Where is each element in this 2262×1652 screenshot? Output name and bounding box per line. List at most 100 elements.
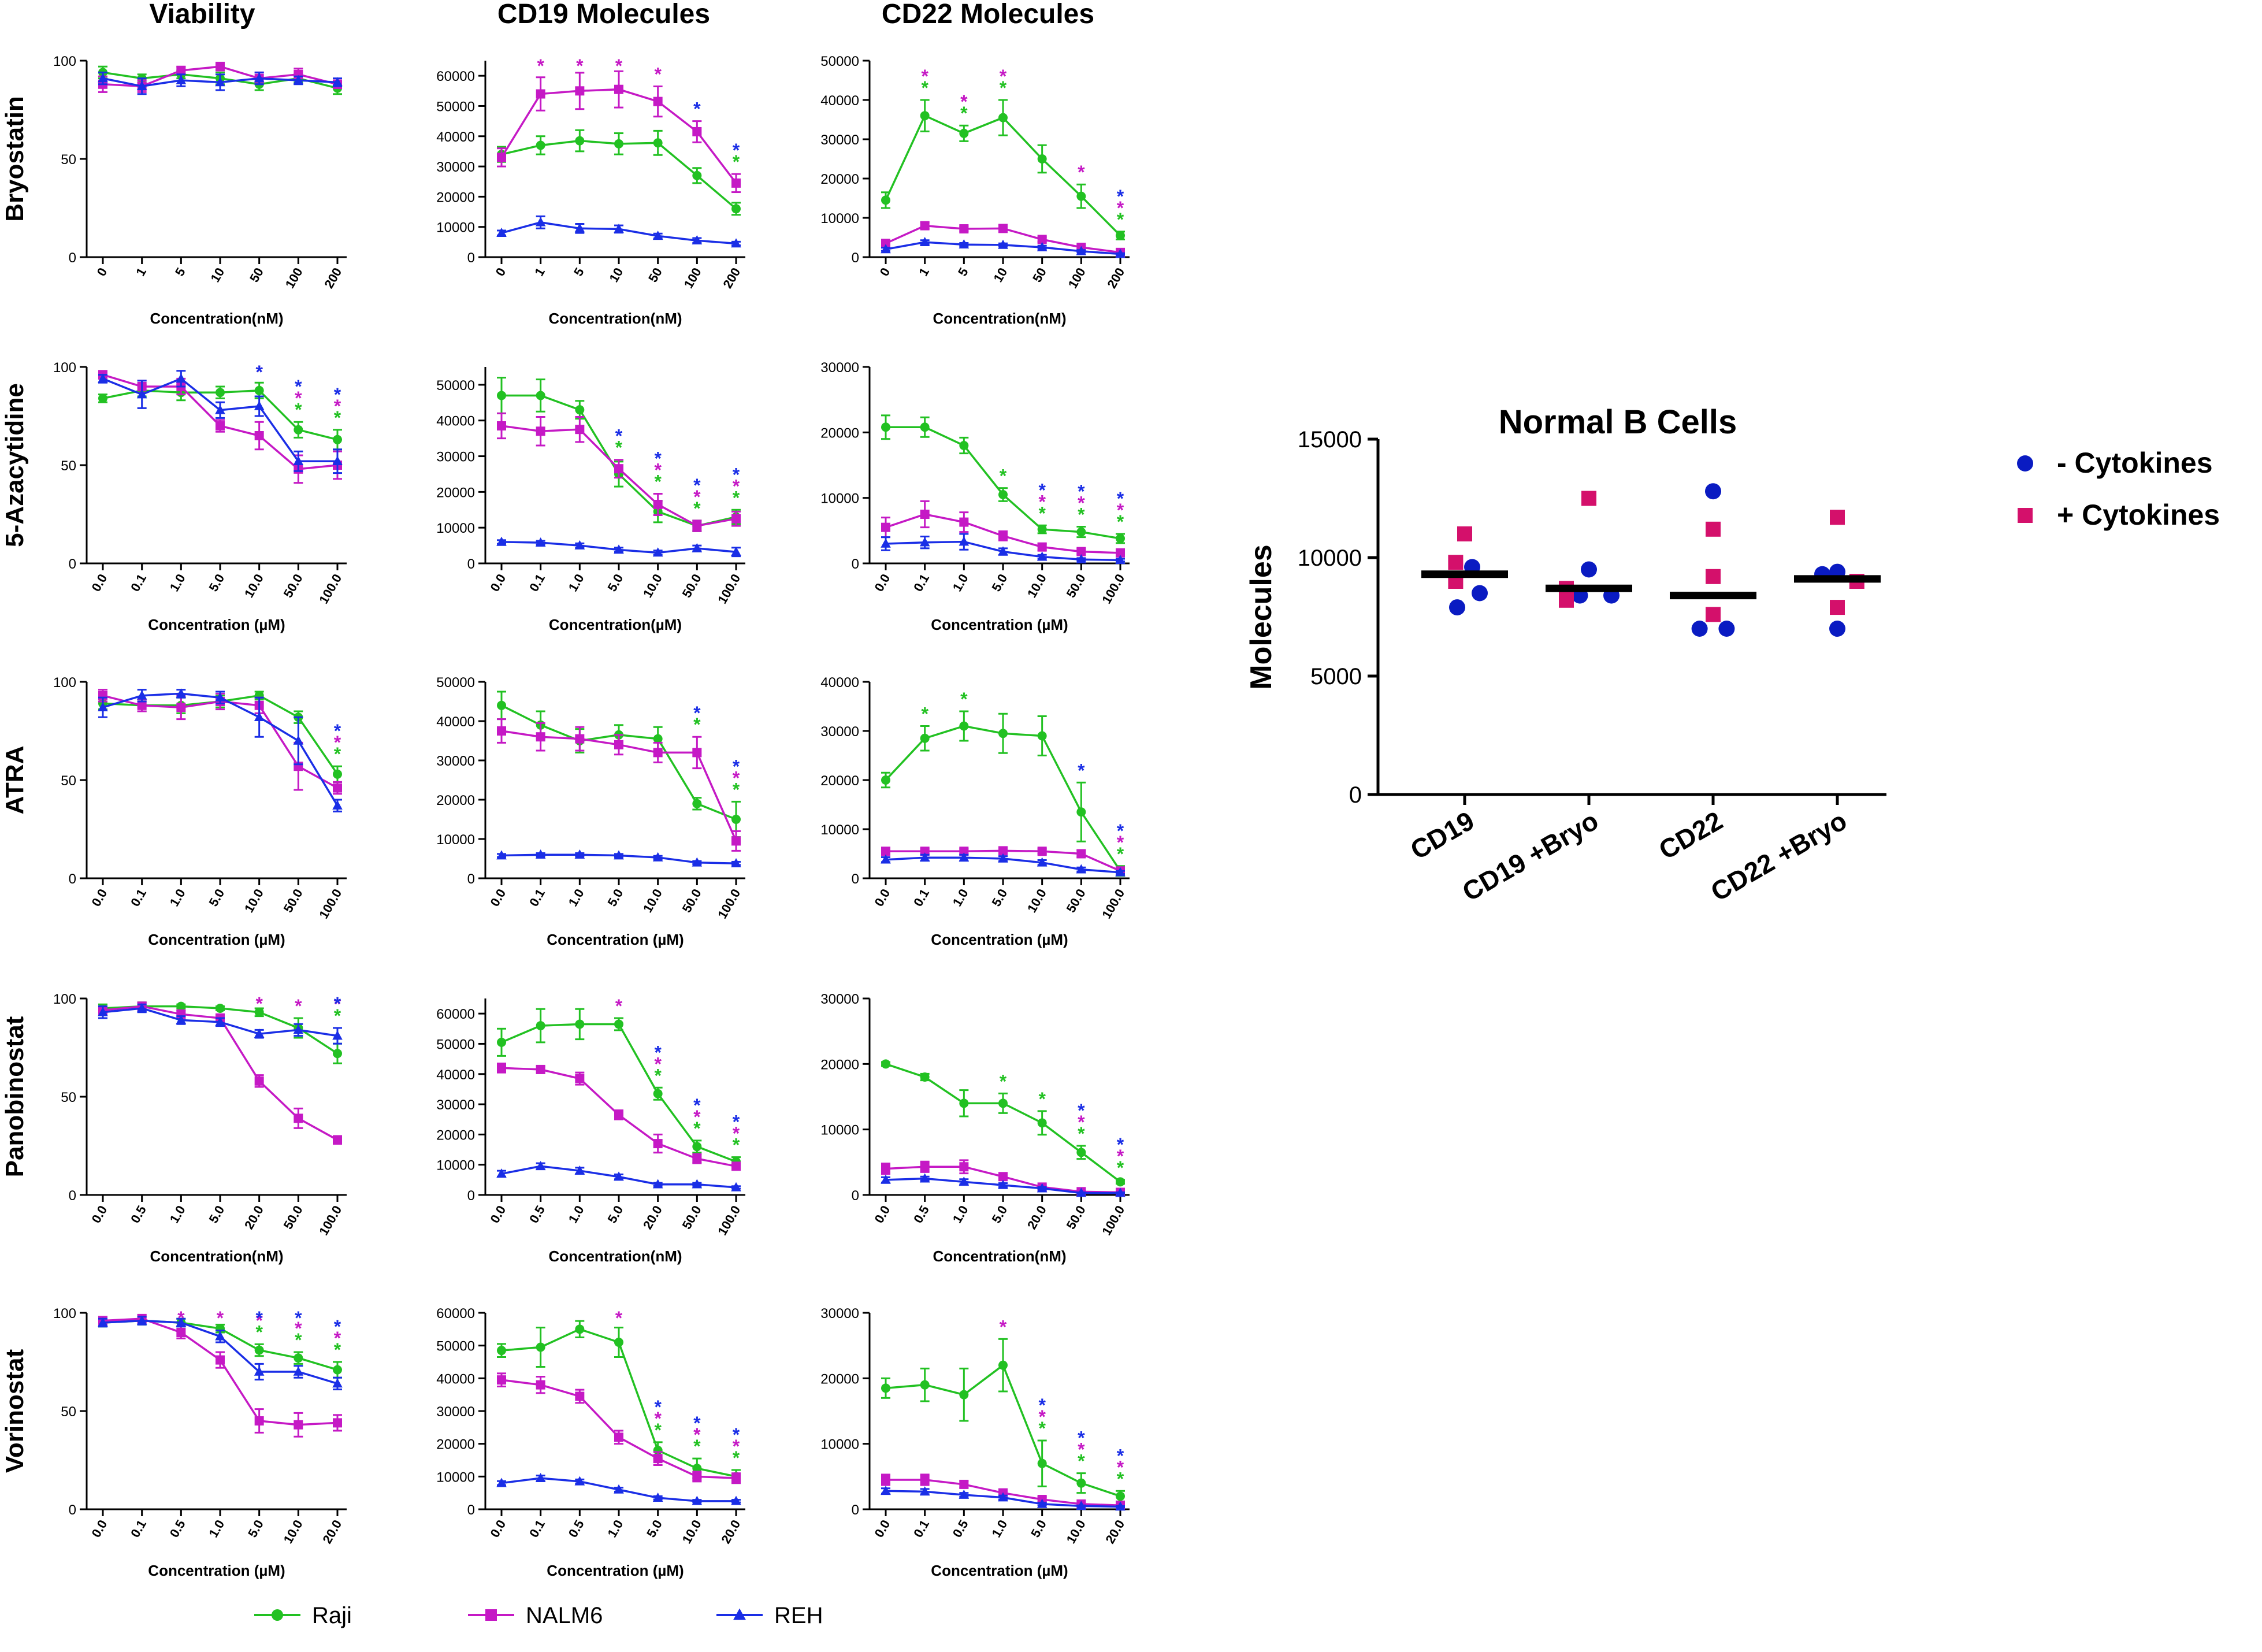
data-point-nalm6 [653,1139,663,1149]
data-point-nalm6 [1076,849,1086,859]
x-tick-label: 100.0 [316,571,344,606]
panel-5-azacytidine-col0: 0 50 100 0.0 0.1 1.0 5.0 10.0 50.0 100.0 Concentra… [53,360,347,633]
x-tick-label: 50.0 [1064,1203,1089,1232]
legend: Raji NALM6 REH [254,1603,823,1628]
data-point-reh [535,1472,546,1482]
data-point-raji [333,769,342,779]
data-point-nalm6 [920,1475,930,1484]
data-point-raji [692,170,702,180]
panel-vorinostat-col1: 0 10000 20000 30000 40000 50000 60000 0.0 0.1 0.5… [436,1306,745,1579]
data-point-raji [1076,1478,1086,1488]
significance-star-reh: * [693,1095,701,1116]
data-point-raji [497,700,506,710]
data-point-nalm6 [998,531,1008,541]
x-axis-label: Concentration(nM) [933,1248,1066,1265]
significance-star-nalm6: * [334,732,341,753]
x-tick-label: 0.5 [128,1203,149,1226]
x-tick-label: 1.0 [566,886,587,909]
significance-star-raji: * [960,689,968,710]
y-tick-label: 30000 [820,992,859,1007]
data-point-reh [881,1174,891,1184]
significance-star-reh: * [295,376,302,397]
data-point-raji [959,1390,969,1399]
y-tick-label: 0 [69,1502,76,1518]
x-tick-label: 20.0 [640,1203,665,1232]
x-tick-label: 10.0 [679,1517,704,1546]
significance-star-nalm6: * [334,396,341,417]
data-point-reh [293,1024,304,1034]
data-point-reh [692,857,703,867]
significance-star-raji: * [1000,466,1007,487]
y-tick-label: 30000 [436,753,475,769]
row-label-panobinostat: Panobinostat [1,1016,29,1177]
significance-star-raji: * [693,498,701,519]
x-tick-label: 1 [532,265,548,279]
significance-star-reh: * [733,756,740,777]
y-tick-label: 0 [1349,782,1362,808]
data-point-reh [881,538,891,548]
data-point-reh [215,77,225,87]
data-point-reh [1115,1501,1126,1511]
data-point-nalm6 [176,703,186,712]
data-point-reh [293,75,304,84]
y-tick-label: 50 [61,1404,76,1420]
series-nalm6 [497,412,741,532]
series-nalm6 [881,846,1125,876]
y-tick-label: 100 [53,992,76,1007]
panel-bryostatin-col1: 0 10000 20000 30000 40000 50000 60000 0 1 5 10 50 10… [436,55,745,327]
x-tick-label: 0.1 [128,1517,149,1540]
y-tick-label: 10000 [436,832,475,848]
x-axis-label: Concentration (µM) [148,1562,285,1579]
data-point-reh [98,73,108,83]
significance-star-raji: * [1117,1468,1124,1489]
significance-star-nalm6: * [1038,491,1046,512]
data-point-raji [254,385,264,395]
data-point-raji [614,139,623,149]
data-point-nalm6 [881,522,890,532]
significance-star-reh: * [334,384,341,405]
y-tick-label: 20000 [820,1057,859,1072]
x-tick-label: 10.0 [1024,886,1049,915]
x-tick-label: 5.0 [989,1203,1010,1226]
data-point-reh [98,373,108,383]
significance-star-nalm6: * [576,55,584,76]
data-point-raji [1116,1491,1125,1501]
significance-star-raji: * [1117,511,1124,532]
data-point-raji [959,721,969,731]
significance-star-raji: * [1117,209,1124,230]
data-point-raji [959,128,969,138]
legend-label-reh: REH [774,1603,823,1628]
data-point-raji [216,388,225,398]
significance-star-reh: * [1078,1428,1085,1449]
panel-atra-col0: 0 50 100 0.0 0.1 1.0 5.0 10.0 50.0 100.0 Concentra… [53,675,347,948]
data-point-raji [575,405,585,415]
data-point-reh [176,688,187,698]
data-point-raji [692,1142,702,1152]
data-point-reh [1037,857,1048,867]
significance-star-reh: * [255,1308,263,1328]
data-point-nalm6 [216,1355,225,1365]
significance-star-nalm6: * [1038,1406,1046,1427]
y-tick-label: 5000 [1310,664,1362,689]
x-tick-label: 100 [1065,265,1089,291]
x-tick-label: CD22 [1654,805,1728,866]
x-tick-label: 50 [645,265,665,285]
x-tick-label: 1.0 [167,886,188,909]
data-point-reh [496,1168,507,1178]
x-tick-label: 0.0 [88,571,110,594]
x-tick-label: 0 [493,265,509,279]
data-point-nalm6 [1037,542,1047,552]
x-tick-label: 1.0 [604,1517,626,1540]
significance-star-raji: * [693,1436,701,1457]
y-tick-label: 20000 [436,190,475,205]
x-tick-label: 200 [720,265,743,291]
x-tick-label: 0.5 [950,1517,971,1540]
data-point-reh [614,1484,624,1494]
x-tick-label: 0 [877,265,893,279]
data-point-raji [216,1004,225,1013]
series-raji [497,1320,741,1484]
y-tick-label: 60000 [436,1007,475,1022]
data-point-reh [136,81,147,90]
data-point-raji [1037,1458,1047,1468]
x-tick-label: 5.0 [989,571,1010,594]
